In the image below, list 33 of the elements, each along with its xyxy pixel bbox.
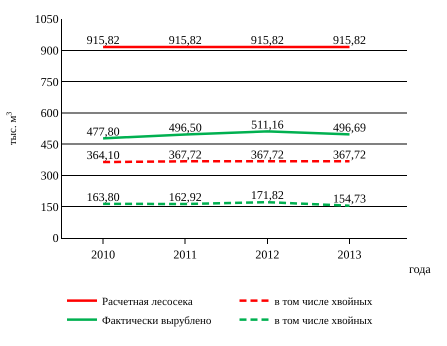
- data-label: 367,72: [333, 147, 366, 162]
- data-label: 364,10: [86, 148, 120, 162]
- y-tick-label: 450: [40, 137, 59, 152]
- x-tick-label: 2010: [91, 247, 116, 262]
- legend-label: в том числе хвойных: [274, 314, 373, 327]
- data-label: 915,82: [168, 32, 202, 47]
- data-label: 171,82: [250, 188, 284, 202]
- y-tick-label: 1050: [34, 12, 59, 26]
- data-label: 367,72: [250, 147, 284, 162]
- legend-label: Расчетная лесосека: [102, 296, 193, 308]
- y-tick-label: 150: [40, 200, 59, 214]
- data-label: 163,80: [86, 190, 120, 204]
- data-label: 496,69: [333, 120, 366, 134]
- data-label: 162,92: [168, 190, 202, 204]
- data-label: 496,50: [168, 120, 202, 134]
- y-tick-label: 0: [52, 231, 59, 246]
- y-tick-label: 750: [40, 74, 59, 89]
- y-tick-label: 300: [40, 168, 59, 183]
- x-tick-label: 2012: [255, 247, 280, 262]
- legend-label: в том числе хвойных: [274, 296, 373, 308]
- x-tick-label: 2011: [173, 247, 197, 262]
- data-label: 477,80: [86, 124, 120, 138]
- y-tick-label: 900: [40, 43, 59, 58]
- data-label: 511,16: [251, 117, 284, 132]
- data-label: 154,73: [333, 192, 366, 206]
- data-label: 915,82: [250, 32, 284, 47]
- data-label: 367,72: [168, 147, 202, 162]
- data-label: 915,82: [86, 32, 120, 47]
- x-axis-title: года: [409, 262, 432, 276]
- data-label: 915,82: [333, 32, 366, 47]
- legend-label: Фактически вырублено: [102, 314, 212, 327]
- x-tick-label: 2013: [338, 247, 362, 262]
- y-tick-label: 600: [40, 106, 59, 120]
